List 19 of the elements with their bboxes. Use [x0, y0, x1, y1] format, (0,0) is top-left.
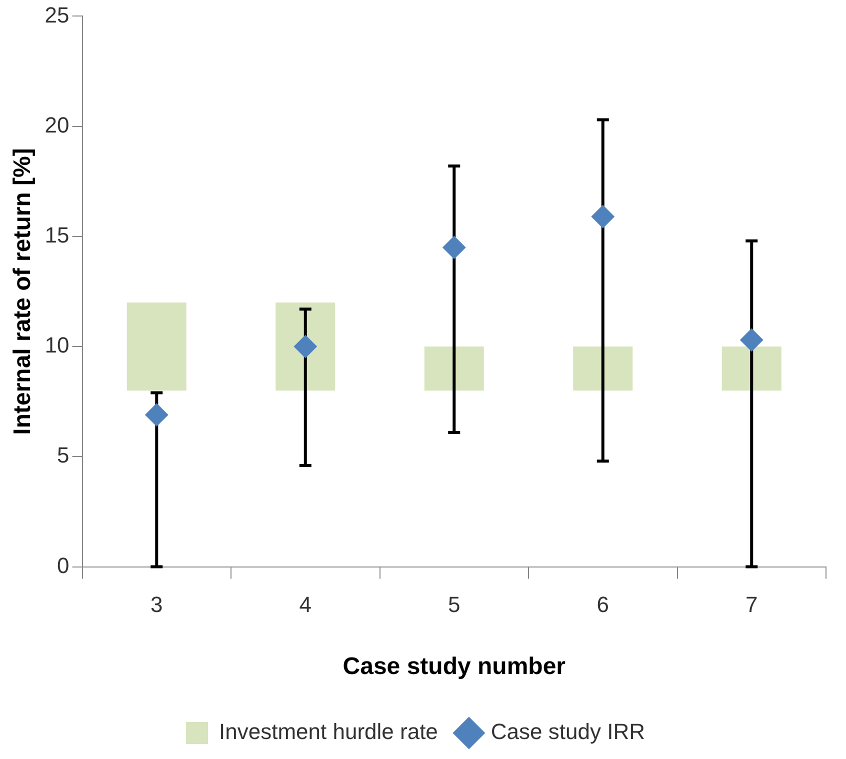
point	[740, 328, 764, 352]
x-tick-label: 6	[596, 592, 610, 618]
x-tick-label: 4	[299, 592, 312, 618]
y-tick-label: 15	[44, 222, 70, 248]
x-axis-title: Case study number	[342, 653, 566, 680]
y-tick-label: 5	[57, 442, 70, 468]
legend-label: Investment hurdle rate	[219, 719, 438, 744]
point	[442, 236, 466, 259]
y-tick-label: 10	[44, 332, 70, 358]
legend-label: Case study IRR	[490, 719, 645, 744]
x-tick-label: 7	[746, 592, 758, 618]
point	[145, 403, 168, 426]
y-axis-title: Internal rate of return [%]	[9, 148, 36, 435]
y-tick-label: 0	[57, 552, 70, 578]
y-tick-label: 25	[44, 2, 70, 28]
x-tick-label: 5	[448, 592, 460, 618]
point	[591, 205, 614, 228]
x-tick-label: 3	[150, 592, 163, 618]
y-tick-label: 20	[44, 112, 70, 138]
